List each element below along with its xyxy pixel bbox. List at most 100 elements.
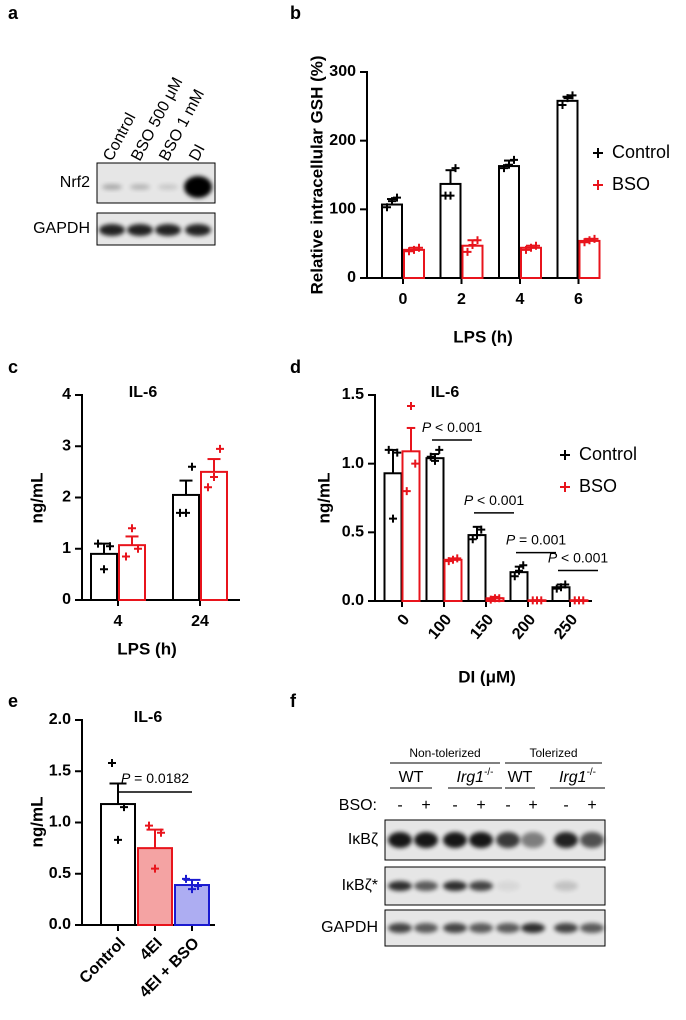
data-point [194, 882, 202, 891]
blot-band [554, 881, 578, 891]
p-value: P = 0.001 [506, 531, 567, 547]
data-point [561, 580, 570, 589]
y-tick-label: 300 [329, 63, 356, 80]
error-bar [207, 458, 221, 472]
bar [461, 244, 484, 280]
y-tick-label: 3 [62, 437, 71, 454]
legend-marker [560, 482, 570, 492]
data-point [563, 94, 572, 103]
error-bar [445, 169, 456, 184]
bar [200, 470, 228, 601]
blot-band [469, 832, 493, 848]
legend-label: BSO [579, 476, 617, 496]
data-point [515, 566, 523, 575]
data-point [384, 445, 393, 454]
treatment-sign: - [563, 797, 568, 814]
data-point [435, 445, 444, 454]
blot-band [469, 881, 493, 891]
bar [520, 246, 542, 279]
y-tick-label: 4 [62, 386, 71, 403]
bar [578, 239, 601, 279]
blot-band [443, 923, 467, 933]
data-point [182, 874, 190, 883]
blot-band [130, 184, 150, 190]
y-tick-label: 1.0 [49, 814, 71, 831]
data-point [473, 236, 482, 245]
data-point [204, 483, 212, 492]
y-tick-label: 0.0 [342, 592, 364, 609]
data-point [402, 487, 411, 496]
blot-band [185, 224, 211, 236]
blot-band [184, 176, 212, 198]
data-point [505, 160, 513, 169]
y-tick-label: 2 [62, 489, 71, 506]
x-tick-label: 200 [509, 611, 539, 642]
treatment-sign: + [421, 797, 430, 814]
data-point [495, 594, 504, 603]
bar [137, 847, 173, 926]
data-point [473, 531, 481, 540]
data-point [522, 245, 530, 254]
panel-label: e [8, 691, 18, 711]
data-point [451, 164, 460, 173]
p-value: P < 0.001 [422, 419, 483, 435]
data-point [431, 456, 439, 465]
y-tick-label: 200 [329, 132, 356, 149]
blot-band [414, 923, 438, 933]
y-tick-label: 0.0 [49, 916, 71, 933]
data-point [151, 864, 159, 873]
blot-band [388, 881, 412, 891]
x-tick-label: 24 [191, 613, 209, 630]
data-point [557, 583, 565, 592]
y-tick-label: 1 [62, 540, 71, 557]
data-point [579, 596, 588, 605]
y-axis-label: ng/mL [314, 473, 333, 524]
error-bar [406, 426, 416, 452]
data-point [216, 444, 224, 453]
data-point [468, 535, 477, 544]
blot-band [388, 923, 412, 933]
bar [556, 99, 579, 279]
blot-band [414, 832, 438, 848]
legend-marker [560, 450, 570, 460]
data-point [510, 572, 519, 581]
error-bar [179, 479, 193, 495]
data-point [468, 241, 477, 250]
y-tick-label: 0.5 [49, 865, 71, 882]
data-point [532, 241, 540, 250]
data-point [114, 835, 122, 844]
blot-band [388, 832, 412, 848]
y-tick-label: 0.5 [342, 524, 364, 541]
blot-band [443, 881, 467, 891]
data-point [519, 561, 528, 570]
panel-label: a [8, 3, 19, 23]
y-tick-label: 1.5 [49, 762, 71, 779]
panel-label: c [8, 357, 18, 377]
x-tick-label: 4EI [137, 935, 166, 964]
x-tick-label: 250 [551, 611, 581, 642]
x-tick-label: 0 [395, 611, 414, 629]
bar [90, 552, 118, 601]
chart-title: IL-6 [431, 384, 460, 401]
bar [118, 544, 146, 601]
y-axis-label: ng/mL [27, 473, 46, 524]
x-tick-label: Control [77, 935, 129, 987]
bar [401, 450, 421, 602]
data-point [568, 91, 577, 100]
data-point [580, 238, 589, 247]
data-point [389, 514, 397, 523]
error-bar [109, 782, 127, 805]
blot-band [443, 832, 467, 848]
data-point [537, 596, 546, 605]
blot-band [99, 224, 125, 236]
y-tick-label: 0 [347, 269, 356, 286]
data-point [182, 508, 190, 517]
y-tick-label: 2.0 [49, 711, 71, 728]
bar [467, 534, 487, 603]
blot-band [127, 224, 153, 236]
y-tick-label: 0 [62, 591, 71, 608]
x-tick-label: 4 [516, 291, 525, 308]
data-point [411, 459, 420, 468]
treatment-sign: + [476, 797, 485, 814]
